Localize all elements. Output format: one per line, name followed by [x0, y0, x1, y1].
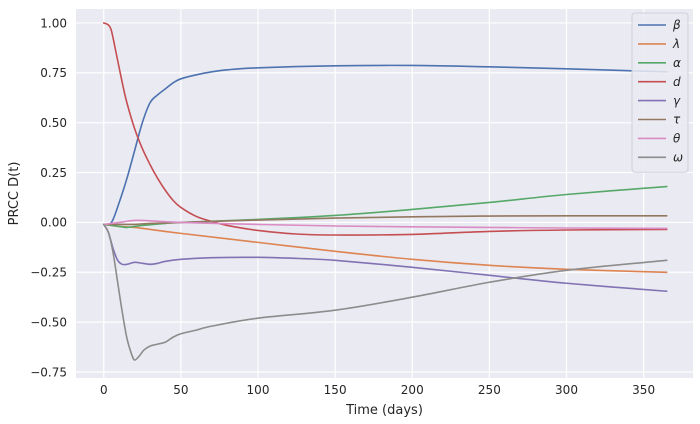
x-tick-label: 50	[173, 383, 188, 397]
x-tick-labels: 0 50 100 150 200 250 300 350	[100, 383, 655, 397]
x-tick-label: 200	[401, 383, 424, 397]
plot-background	[76, 9, 693, 378]
x-tick-label: 350	[632, 383, 655, 397]
legend-entry-label: β	[672, 18, 681, 32]
series-line-0	[102, 64, 668, 226]
x-tick-label: 300	[555, 383, 578, 397]
legend-entry-label: d	[673, 75, 681, 89]
legend-entry-label: α	[673, 56, 681, 70]
series-line-4	[102, 223, 668, 293]
x-tick-label: 100	[247, 383, 270, 397]
y-tick-label: 0.00	[40, 216, 67, 230]
legend-entry-label: ω	[673, 151, 683, 165]
y-tick-label: −0.75	[30, 365, 67, 379]
series-line-5	[102, 215, 668, 226]
x-tick-label: 0	[100, 383, 108, 397]
x-tick-label: 150	[324, 383, 347, 397]
legend-entry-label: γ	[673, 94, 681, 108]
series-line-7	[102, 223, 668, 361]
y-tick-label: −0.50	[30, 315, 67, 329]
y-tick-labels: −0.75 −0.50 −0.25 0.00 0.25 0.50 0.75 1.00	[30, 16, 67, 379]
x-tick-label: 250	[478, 383, 501, 397]
y-tick-label: 0.50	[40, 116, 67, 130]
y-tick-label: −0.25	[30, 266, 67, 280]
legend-entry-label: τ	[673, 113, 681, 127]
legend-frame	[631, 12, 689, 173]
y-tick-label: 1.00	[40, 16, 67, 30]
legend-entry-label: λ	[672, 37, 680, 51]
series-lines	[102, 22, 668, 361]
series-line-3	[102, 22, 668, 236]
series-line-6	[102, 219, 668, 230]
legend-entry-label: θ	[673, 132, 681, 146]
y-axis-label: PRCC D(t)	[7, 162, 22, 226]
y-tick-label: 0.25	[40, 166, 67, 180]
y-tick-label: 0.75	[40, 66, 67, 80]
x-axis-label: Time (days)	[345, 403, 423, 418]
